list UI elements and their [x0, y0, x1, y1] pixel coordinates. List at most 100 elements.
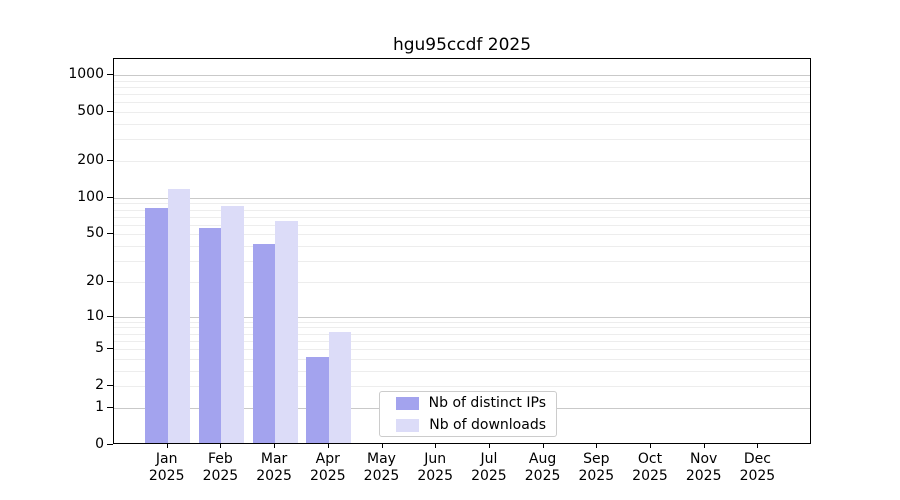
- y-tick-label-1: 1: [95, 398, 104, 415]
- x-tick-label-aug: Aug 2025: [513, 451, 573, 485]
- gridline-minor: [114, 340, 810, 342]
- x-tick-mark: [542, 444, 544, 448]
- distinct-ips-swatch-icon: [396, 396, 419, 410]
- gridline-minor: [114, 209, 810, 211]
- x-tick-mark: [703, 444, 705, 448]
- downloads-swatch-icon: [396, 418, 420, 432]
- gridline-minor: [114, 370, 810, 372]
- x-tick-mark: [757, 444, 759, 448]
- y-tick-label-10: 10: [86, 307, 104, 324]
- x-tick-month: May: [367, 451, 396, 467]
- x-tick-label-jul: Jul 2025: [459, 451, 519, 485]
- bar-distinct-ips-feb: [198, 228, 222, 443]
- x-tick-label-may: May 2025: [352, 451, 412, 485]
- x-tick-month: Feb: [207, 451, 233, 467]
- gridline-minor: [114, 203, 810, 205]
- legend-label-downloads: Nb of downloads: [429, 417, 546, 433]
- y-tick-mark: [107, 233, 113, 235]
- gridline-minor: [114, 80, 810, 82]
- y-tick-label-20: 20: [86, 272, 104, 289]
- x-tick-month: Jan: [155, 451, 178, 467]
- plot-area: [113, 58, 811, 444]
- legend-row-distinct-ips: Nb of distinct IPs: [390, 395, 546, 411]
- gridline-minor: [114, 94, 810, 96]
- x-tick-year: 2025: [363, 468, 400, 484]
- x-tick-label-jun: Jun 2025: [405, 451, 465, 485]
- x-tick-year: 2025: [524, 468, 561, 484]
- gridline-major: [114, 75, 810, 76]
- legend-row-downloads: Nb of downloads: [390, 417, 546, 433]
- x-tick-month: Apr: [315, 451, 340, 467]
- y-tick-mark: [107, 196, 113, 198]
- x-tick-month: Jul: [480, 451, 498, 467]
- gridline-minor: [114, 386, 810, 388]
- x-tick-label-oct: Oct 2025: [620, 451, 680, 485]
- x-tick-label-jan: Jan 2025: [137, 451, 197, 485]
- bar-downloads-feb: [221, 206, 244, 443]
- x-tick-year: 2025: [739, 468, 776, 484]
- x-tick-mark: [650, 444, 651, 448]
- bar-downloads-jan: [167, 189, 191, 443]
- x-tick-year: 2025: [632, 468, 668, 484]
- bar-distinct-ips-mar: [252, 244, 276, 443]
- gridline-major: [114, 316, 810, 318]
- y-tick-label-50: 50: [86, 225, 104, 242]
- x-tick-year: 2025: [309, 468, 346, 484]
- gridline-minor: [114, 216, 810, 218]
- gridline-minor: [114, 112, 810, 114]
- legend-label-distinct-ips: Nb of distinct IPs: [428, 395, 546, 411]
- y-tick-mark: [107, 406, 113, 408]
- x-tick-mark: [166, 444, 168, 448]
- gridline-minor: [114, 327, 810, 329]
- y-tick-mark: [107, 159, 113, 161]
- y-tick-mark: [107, 348, 113, 350]
- x-tick-month: Sep: [583, 451, 610, 467]
- x-tick-mark: [220, 444, 222, 448]
- y-tick-mark: [107, 444, 113, 445]
- y-tick-label-2: 2: [95, 377, 104, 394]
- x-tick-mark: [435, 444, 437, 448]
- x-tick-mark: [274, 444, 276, 448]
- gridline-minor: [114, 224, 810, 226]
- gridline-minor: [114, 123, 810, 125]
- y-tick-mark: [107, 315, 113, 317]
- gridline-major: [114, 197, 810, 199]
- y-tick-label-0: 0: [95, 436, 104, 452]
- x-tick-year: 2025: [148, 468, 185, 484]
- gridline-minor: [114, 86, 810, 88]
- x-tick-month: Oct: [637, 451, 663, 467]
- x-tick-year: 2025: [256, 468, 292, 484]
- y-tick-label-500: 500: [77, 103, 104, 120]
- gridline-minor: [114, 234, 810, 236]
- y-tick-label-100: 100: [77, 188, 104, 205]
- bar-distinct-ips-jan: [145, 207, 168, 443]
- gridline-minor: [114, 333, 810, 335]
- y-tick-mark: [107, 385, 113, 387]
- gridline-minor: [114, 102, 810, 104]
- y-tick-label-5: 5: [95, 340, 104, 357]
- x-tick-month: Aug: [528, 451, 557, 467]
- y-tick-mark: [107, 111, 113, 113]
- x-tick-month: Mar: [260, 451, 288, 467]
- x-tick-label-mar: Mar 2025: [244, 451, 304, 485]
- y-tick-mark: [107, 74, 113, 75]
- x-tick-month: Jun: [424, 451, 447, 467]
- x-tick-label-apr: Apr 2025: [298, 451, 358, 485]
- gridline-minor: [114, 349, 810, 351]
- gridline-minor: [114, 160, 810, 162]
- y-tick-label-1000: 1000: [68, 66, 104, 82]
- x-tick-year: 2025: [202, 468, 239, 484]
- gridline-minor: [114, 246, 810, 248]
- gridline-minor: [114, 358, 810, 360]
- x-tick-mark: [381, 444, 383, 448]
- gridline-minor: [114, 321, 810, 323]
- gridline-minor: [114, 281, 810, 283]
- x-tick-year: 2025: [471, 468, 507, 484]
- x-tick-mark: [596, 444, 598, 448]
- x-tick-label-sep: Sep 2025: [566, 451, 626, 485]
- x-tick-label-feb: Feb 2025: [190, 451, 250, 485]
- gridline-minor: [114, 261, 810, 263]
- x-tick-label-nov: Nov 2025: [674, 451, 734, 485]
- bar-downloads-apr: [328, 331, 352, 443]
